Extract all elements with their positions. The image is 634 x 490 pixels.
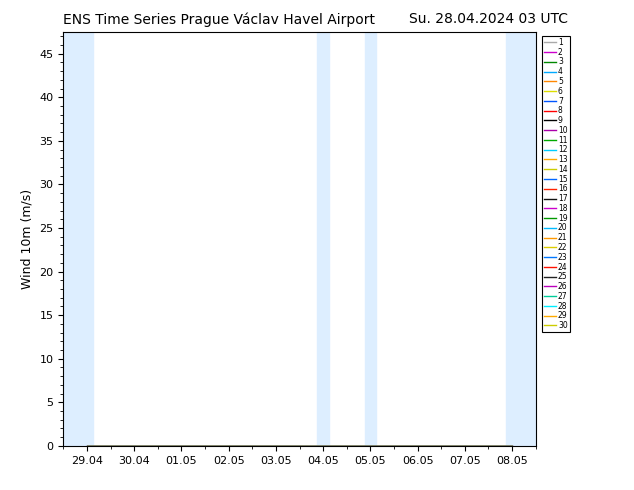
Legend: 1, 2, 3, 4, 5, 6, 7, 8, 9, 10, 11, 12, 13, 14, 15, 16, 17, 18, 19, 20, 21, 22, 2: 1, 2, 3, 4, 5, 6, 7, 8, 9, 10, 11, 12, 1… bbox=[542, 36, 570, 332]
Bar bbox=[63, 32, 93, 446]
Bar bbox=[365, 32, 377, 446]
Y-axis label: Wind 10m (m/s): Wind 10m (m/s) bbox=[21, 189, 34, 289]
Bar bbox=[506, 32, 536, 446]
Text: ENS Time Series Prague Václav Havel Airport: ENS Time Series Prague Václav Havel Airp… bbox=[63, 12, 375, 27]
Bar bbox=[317, 32, 329, 446]
Text: Su. 28.04.2024 03 UTC: Su. 28.04.2024 03 UTC bbox=[409, 12, 568, 26]
